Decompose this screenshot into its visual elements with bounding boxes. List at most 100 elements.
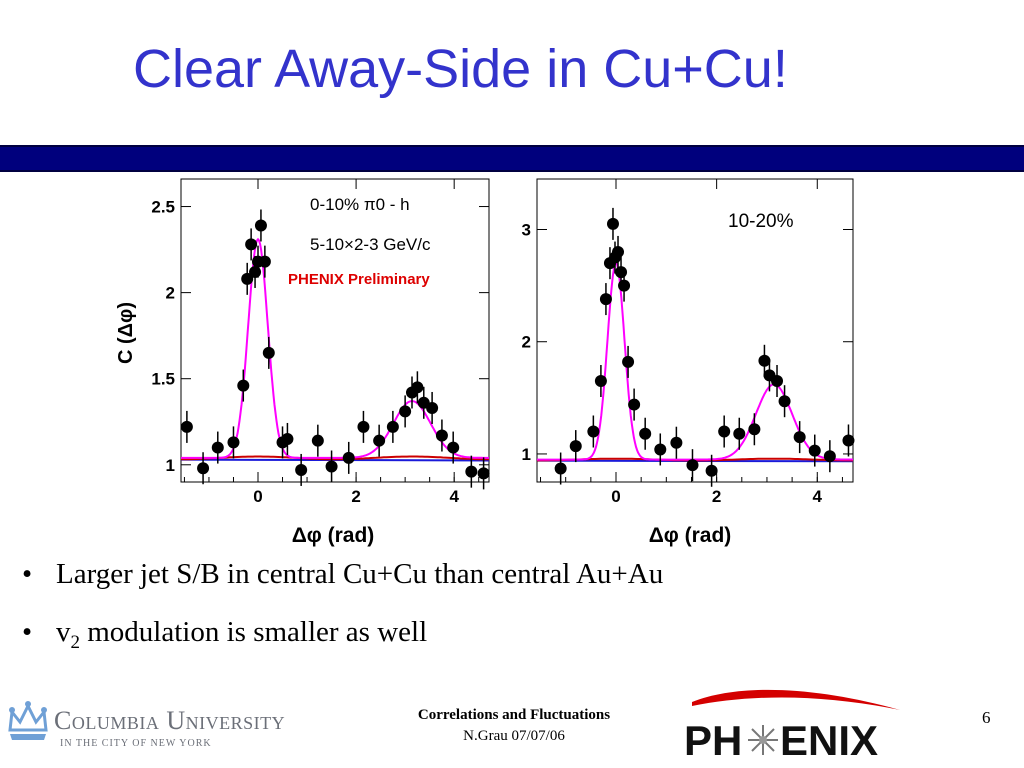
left-data-point — [249, 265, 262, 278]
left-ytick-label: 1.5 — [151, 370, 175, 389]
right-ytick-label: 3 — [522, 221, 531, 240]
right-ytick-label: 1 — [522, 445, 531, 464]
left-data-point — [465, 465, 478, 478]
left-xtick-label: 0 — [253, 487, 262, 506]
bullet-text-rest: modulation is smaller as well — [80, 616, 428, 648]
left-data-point — [325, 460, 338, 473]
left-annotation-pt: 5-10×2-3 GeV/c — [310, 235, 431, 254]
right-data-point — [599, 293, 612, 306]
left-data-point — [411, 381, 424, 394]
left-xtick-label: 2 — [351, 487, 360, 506]
columbia-name-part1: Columbia — [54, 706, 160, 735]
left-annotation-preliminary: PHENIX Preliminary — [288, 271, 430, 288]
bullet-dot: • — [22, 616, 33, 648]
right-data-point — [615, 266, 628, 279]
right-xtick-label: 2 — [712, 487, 721, 506]
bullet-dot: • — [22, 558, 33, 590]
right-ytick-label: 2 — [522, 333, 531, 352]
left-data-point — [447, 441, 460, 454]
left-ylabel: C (Δφ) — [115, 302, 137, 364]
phenix-star-icon — [748, 725, 778, 755]
right-data-point — [606, 217, 619, 230]
right-data-point — [639, 427, 652, 440]
right-data-point — [628, 398, 641, 411]
left-data-point — [245, 238, 258, 251]
left-data-point — [386, 420, 399, 433]
left-data-point — [295, 463, 308, 476]
left-ytick-label: 2.5 — [151, 198, 175, 217]
left-data-point — [262, 346, 275, 359]
right-data-point — [554, 462, 567, 475]
right-data-point — [808, 444, 821, 457]
right-data-point — [733, 427, 746, 440]
right-xtick-label: 4 — [813, 487, 823, 506]
right-xtick-label: 0 — [611, 487, 620, 506]
left-data-point — [311, 434, 324, 447]
right-data-point — [612, 245, 625, 258]
right-data-point — [778, 395, 791, 408]
right-fit-curve — [537, 261, 853, 461]
phenix-logo-left: PH — [684, 717, 742, 762]
title-divider-bar — [0, 145, 1024, 172]
left-data-point — [180, 420, 193, 433]
left-data-point — [373, 434, 386, 447]
right-plot: Δφ (rad) 10-20% 0 2 4 1 2 3 — [522, 178, 855, 547]
right-data-point — [654, 443, 667, 456]
left-data-point — [227, 436, 240, 449]
right-xlabel: Δφ (rad) — [649, 524, 732, 547]
right-data-point — [618, 279, 631, 292]
left-ytick-label: 2 — [166, 284, 175, 303]
phenix-swoosh — [692, 689, 900, 710]
columbia-logo: Columbia University IN THE CITY OF NEW Y… — [6, 700, 285, 753]
right-data-point — [705, 464, 718, 477]
bullet-item: • Larger jet S/B in central Cu+Cu than ce… — [22, 558, 663, 616]
right-data-point — [771, 375, 784, 387]
left-data-point — [426, 401, 439, 414]
left-data-point — [435, 429, 448, 442]
right-data-point — [718, 425, 731, 438]
columbia-tagline: IN THE CITY OF NEW YORK — [60, 738, 212, 749]
left-plot: C (Δφ) Δφ (rad) 0-10% π0 - h 5-10×2-3 Ge… — [115, 178, 490, 547]
bullet-item: • v2 modulation is smaller as well — [22, 616, 663, 674]
right-data-point — [823, 450, 836, 463]
right-data-point — [569, 440, 582, 453]
right-annotation-centrality: 10-20% — [728, 211, 794, 232]
footer-author-date: N.Grau 07/07/06 — [463, 728, 565, 744]
bullet-text-main: v — [56, 616, 71, 648]
bullet-subscript: 2 — [70, 631, 81, 653]
right-data-point — [622, 355, 635, 368]
right-plot-frame — [536, 178, 854, 483]
left-ytick-label: 1 — [166, 456, 175, 475]
left-flow-line — [181, 455, 489, 461]
left-data-point — [342, 451, 355, 464]
left-annotation-centrality: 0-10% π0 - h — [310, 195, 410, 214]
left-data-point — [399, 405, 412, 418]
left-data-point — [197, 462, 210, 475]
left-data-point — [254, 219, 267, 232]
right-data-point — [670, 436, 683, 449]
left-xlabel: Δφ (rad) — [292, 524, 375, 547]
left-data-point — [477, 467, 490, 480]
slide-title: Clear Away-Side in Cu+Cu! — [133, 39, 788, 99]
footer-title: Correlations and Fluctuations — [417, 707, 611, 723]
columbia-name-part2: University — [166, 706, 286, 735]
right-data-point — [594, 375, 607, 387]
right-data-point — [758, 354, 771, 367]
left-data-point — [357, 420, 370, 433]
left-data-point — [237, 379, 250, 392]
right-data-point — [686, 459, 699, 472]
bullet-text: Larger jet S/B in central Cu+Cu than cen… — [56, 558, 664, 590]
right-data-point — [842, 434, 855, 447]
phenix-logo-right: ENIX — [780, 717, 878, 762]
left-plot-frame — [180, 178, 490, 483]
bullet-list: • Larger jet S/B in central Cu+Cu than ce… — [22, 558, 663, 674]
right-data-point — [793, 431, 806, 444]
columbia-name: Columbia University — [54, 706, 285, 736]
left-data-point — [281, 432, 294, 445]
left-data-point — [258, 255, 271, 268]
left-xtick-label: 4 — [449, 487, 459, 506]
left-data-point — [211, 441, 224, 454]
phenix-logo: PH ENIX — [684, 689, 900, 762]
footer-center: Correlations and Fluctuations N.Grau 07/… — [388, 707, 640, 745]
